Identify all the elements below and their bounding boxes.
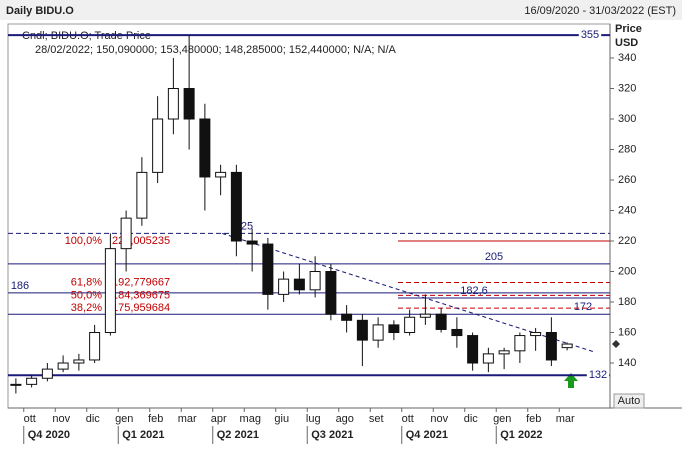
arrow-icon: [564, 373, 578, 388]
y-tick-label: 260: [618, 174, 636, 186]
candle-body: [73, 359, 85, 364]
x-tick-label: set: [369, 413, 384, 425]
x-tick-label: ago: [336, 413, 354, 425]
fib-percent: 38,2%: [71, 302, 102, 314]
y-tick-label: 160: [618, 326, 636, 338]
x-tick-label: apr: [211, 413, 227, 425]
level-label: 182,6: [460, 285, 488, 297]
candle-body: [419, 313, 431, 318]
candle-body: [451, 328, 463, 337]
y-tick-label: 200: [618, 265, 636, 277]
x-tick-label: ott: [24, 413, 36, 425]
quarter-label: Q2 2021: [217, 429, 259, 441]
y-axis-title: Price: [615, 23, 642, 35]
y-axis-unit: USD: [615, 37, 638, 49]
candle-body: [136, 171, 148, 219]
candle-body: [10, 383, 22, 386]
candle-body: [561, 343, 573, 349]
candle-body: [215, 171, 227, 178]
quarter-label: Q3 2021: [311, 429, 353, 441]
y-tick-label: 220: [618, 235, 636, 247]
level-label-bg: [586, 369, 610, 382]
level-label: 132: [589, 369, 607, 381]
fib-percent: 100,0%: [65, 235, 103, 247]
x-tick-label: ott: [402, 413, 414, 425]
x-tick-label: mar: [178, 413, 197, 425]
candle-body: [467, 335, 479, 364]
x-tick-label: feb: [526, 413, 541, 425]
y-tick-label: 280: [618, 143, 636, 155]
candle-body: [435, 313, 447, 330]
candle-body: [41, 368, 53, 379]
x-tick-label: gen: [493, 413, 511, 425]
candle-body: [26, 377, 38, 385]
level-label: 205: [485, 251, 503, 263]
fib-value: 184,369675: [112, 289, 170, 301]
legend-last: 28/02/2022; 150,090000; 153,480000; 148,…: [35, 44, 397, 56]
quarter-label: Q1 2021: [122, 429, 164, 441]
candle-body: [199, 118, 211, 178]
title: Daily BIDU.O: [6, 5, 74, 17]
candle-body: [530, 332, 542, 337]
candle-body: [183, 88, 195, 120]
level-label: 172: [574, 301, 592, 313]
x-tick-label: giu: [274, 413, 289, 425]
auto-button[interactable]: [613, 393, 645, 409]
candle-body: [498, 350, 510, 355]
y-tick-label: 340: [618, 52, 636, 64]
quarter-label: Q4 2021: [406, 429, 448, 441]
candle-body: [341, 313, 353, 321]
candle-body: [404, 316, 416, 334]
candle-body: [89, 332, 101, 361]
candle-body: [167, 88, 179, 120]
fib-percent: 50,0%: [71, 289, 102, 301]
quarter-label: Q1 2022: [500, 429, 542, 441]
candle-body: [57, 362, 69, 370]
x-tick-label: dic: [86, 413, 101, 425]
quarter-label: Q4 2020: [28, 429, 70, 441]
y-tick-label: 240: [618, 204, 636, 216]
x-tick-label: gen: [115, 413, 133, 425]
candle-body: [482, 353, 494, 364]
candle-body: [545, 332, 557, 361]
level-label-bg: [578, 29, 602, 42]
y-tick-label: 180: [618, 296, 636, 308]
candle-body: [388, 324, 400, 334]
x-tick-label: feb: [148, 413, 163, 425]
candle-body: [262, 243, 274, 295]
candle-body: [230, 171, 242, 242]
candle-body: [246, 240, 258, 245]
candle-body: [309, 271, 321, 291]
level-label: 355: [581, 29, 599, 41]
candle-body: [104, 248, 116, 334]
x-tick-label: nov: [430, 413, 448, 425]
y-tick-label: 320: [618, 82, 636, 94]
date-range: 16/09/2020 - 31/03/2022 (EST): [524, 5, 676, 17]
candle-body: [152, 118, 164, 173]
y-tick-label: 300: [618, 113, 636, 125]
candle-body: [372, 324, 384, 341]
trendline: [222, 232, 596, 353]
level-label: 186: [11, 280, 29, 292]
candle-body: [356, 319, 368, 341]
candle-body: [120, 217, 132, 250]
candle-body: [278, 278, 290, 295]
fib-value: 175,959684: [112, 302, 170, 314]
auto-button-label[interactable]: Auto: [618, 395, 641, 407]
candle-body: [514, 335, 526, 352]
candle-body: [293, 278, 305, 291]
scroll-marker: [612, 340, 620, 348]
x-tick-label: lug: [306, 413, 321, 425]
x-tick-label: dic: [464, 413, 479, 425]
x-tick-label: mar: [556, 413, 575, 425]
x-tick-label: nov: [52, 413, 70, 425]
x-tick-label: mag: [240, 413, 261, 425]
fib-percent: 61,8%: [71, 276, 102, 288]
candle-body: [325, 271, 337, 315]
header-bar: [0, 0, 682, 20]
y-tick-label: 140: [618, 357, 636, 369]
fib-value: 192,779667: [112, 276, 170, 288]
